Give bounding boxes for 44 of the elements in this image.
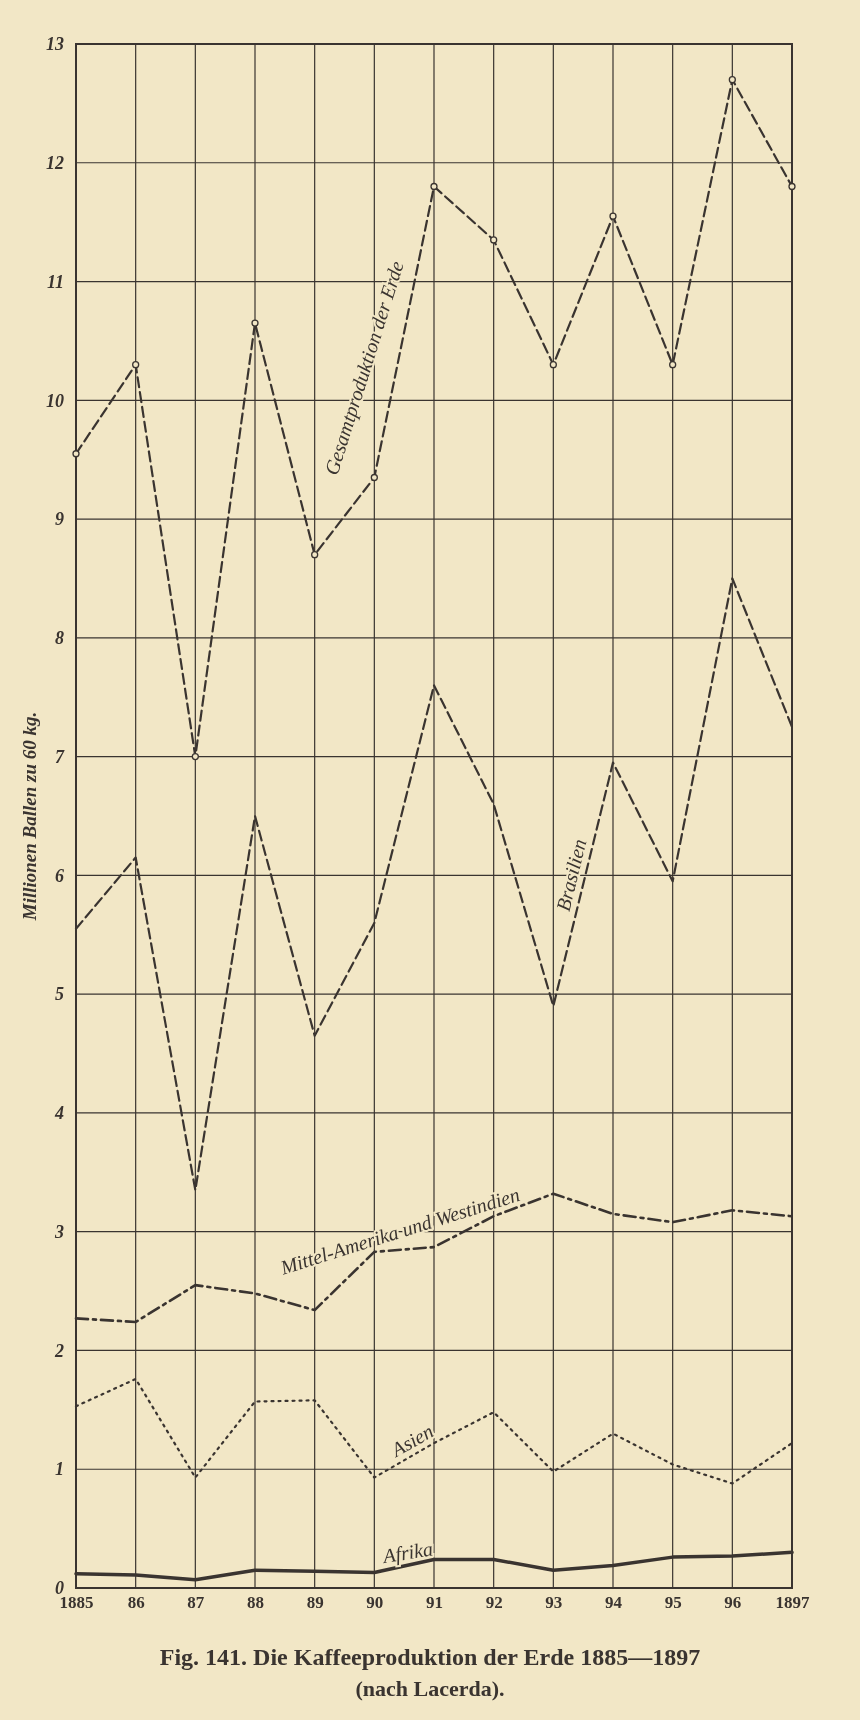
x-tick-label: 1885 [59, 1593, 94, 1613]
y-tick-label: 11 [46, 271, 64, 292]
text: Asien [385, 1419, 438, 1462]
point [251, 319, 259, 327]
y-axis-title: Millionen Ballen zu 60 kg. [19, 711, 40, 922]
x-tick-label: 96 [724, 1593, 742, 1613]
point [490, 236, 498, 244]
y-tick-label: 3 [54, 1221, 64, 1242]
y-tick-label: 7 [55, 746, 65, 767]
point [311, 551, 319, 559]
x-tick-label: 91 [426, 1593, 443, 1613]
point [549, 361, 557, 369]
text: Afrika [379, 1537, 435, 1569]
x-tick-label: 89 [306, 1593, 324, 1613]
x-tick-label: 90 [366, 1593, 384, 1613]
point [669, 361, 677, 369]
y-tick-label: 5 [55, 984, 64, 1005]
y-tick-label: 10 [46, 390, 64, 411]
y-tick-label: 13 [46, 34, 64, 55]
y-tick-label: 8 [55, 628, 64, 649]
x-tick-label: 86 [127, 1593, 145, 1613]
x-tick-label: 87 [187, 1593, 205, 1613]
x-tick-label: 95 [664, 1593, 682, 1613]
y-tick-label: 12 [46, 153, 64, 174]
x-tick-label: 92 [485, 1593, 503, 1613]
text: Fig. 141. Die Kaffeeproduktion der Erde 1885—1897 [159, 1644, 701, 1670]
point [72, 450, 80, 458]
point [430, 182, 438, 191]
y-tick-label: 4 [54, 1103, 64, 1124]
point [609, 212, 617, 220]
point [132, 361, 140, 369]
y-tick-label: 9 [55, 509, 64, 530]
x-tick-label: 93 [545, 1593, 563, 1613]
text: Brasilien [551, 836, 591, 914]
x-tick-label: 94 [605, 1593, 623, 1613]
text: (nach Lacerda). [355, 1676, 505, 1701]
y-tick-label: 6 [55, 865, 64, 886]
x-tick-label: 1897 [775, 1593, 810, 1613]
point [728, 75, 736, 84]
x-tick-label: 88 [247, 1593, 264, 1613]
point [788, 182, 796, 191]
y-tick-label: 2 [54, 1340, 64, 1361]
point [191, 752, 199, 761]
y-tick-label: 1 [55, 1459, 64, 1480]
